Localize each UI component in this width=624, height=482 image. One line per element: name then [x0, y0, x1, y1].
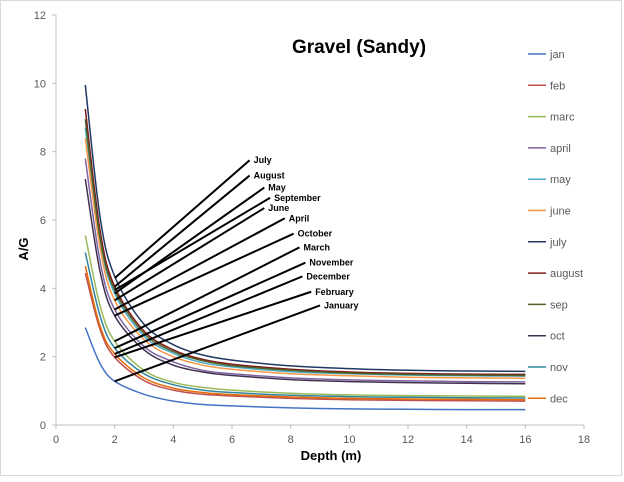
y-tick-label: 0 — [40, 420, 46, 432]
legend-label-marc: marc — [550, 112, 575, 124]
legend-label-april: april — [550, 143, 571, 155]
annotation-label-june: June — [268, 203, 289, 213]
x-tick-label: 10 — [343, 434, 355, 446]
x-tick-label: 16 — [519, 434, 531, 446]
x-tick-label: 4 — [170, 434, 176, 446]
series-line-oct — [84, 178, 526, 385]
annotation-line-october — [114, 232, 295, 317]
x-tick-label: 8 — [288, 434, 294, 446]
legend-label-oct: oct — [550, 331, 565, 343]
series-line-sep — [84, 119, 526, 377]
series-line-nov — [84, 252, 526, 399]
series-line-feb — [84, 272, 526, 402]
x-tick-label: 12 — [402, 434, 414, 446]
legend-label-feb: feb — [550, 80, 565, 92]
annotation-line-january — [114, 304, 321, 383]
series-line-april — [84, 158, 526, 383]
legend-label-sep: sep — [550, 299, 568, 311]
x-tick-label: 18 — [578, 434, 590, 446]
series-line-jan — [84, 327, 526, 411]
annotation-label-september: September — [274, 193, 321, 203]
annotation-line-august — [114, 174, 251, 288]
x-tick-label: 0 — [53, 434, 59, 446]
x-tick-label: 2 — [112, 434, 118, 446]
annotation-line-april — [114, 217, 286, 311]
y-tick-label: 2 — [40, 352, 46, 364]
legend-label-jan: jan — [549, 49, 565, 61]
y-tick-label: 6 — [40, 215, 46, 227]
annotation-label-august: August — [254, 171, 285, 181]
annotation-line-march — [114, 246, 300, 343]
series-lines — [84, 84, 526, 411]
legend-label-august: august — [550, 268, 583, 280]
y-tick-label: 8 — [40, 147, 46, 159]
x-tick-label: 14 — [461, 434, 473, 446]
annotation-label-april: April — [289, 213, 310, 223]
chart-title: Gravel (Sandy) — [292, 37, 426, 58]
annotation-label-october: October — [298, 229, 333, 239]
y-tick-label: 10 — [34, 78, 46, 90]
annotation-label-january: January — [324, 300, 359, 310]
series-line-july — [84, 84, 526, 373]
annotation-label-july: July — [254, 155, 272, 165]
legend: jan feb marc april may june july august sep oct no… — [528, 49, 583, 405]
series-line-august — [84, 108, 526, 376]
y-axis-title: A/G — [16, 237, 31, 260]
annotation-line-july — [114, 159, 251, 279]
legend-label-july: july — [549, 237, 567, 249]
annotation-label-november: November — [309, 258, 354, 268]
y-tick-label: 4 — [40, 283, 46, 295]
series-line-june — [84, 137, 526, 379]
legend-label-nov: nov — [550, 362, 568, 374]
axes: 0 2 4 6 8 10 12 14 16 18 0 2 4 6 8 10 12 — [34, 10, 590, 446]
x-axis-title: Depth (m) — [301, 448, 362, 463]
annotation-line-december — [114, 275, 303, 355]
legend-label-june: june — [549, 206, 571, 218]
annotation-label-december: December — [306, 271, 350, 281]
y-tick-label: 12 — [34, 10, 46, 22]
series-line-marc — [84, 235, 526, 398]
legend-label-dec: dec — [550, 393, 568, 405]
annotation-line-september — [114, 196, 271, 291]
legend-label-may: may — [550, 174, 571, 186]
annotation-label-march: March — [303, 242, 330, 252]
annotation-line-february — [114, 290, 312, 359]
annotation-line-june — [114, 207, 265, 302]
annotation-label-may: May — [268, 183, 286, 193]
series-line-dec — [84, 265, 526, 401]
annotation-label-february: February — [315, 287, 354, 297]
annotation-line-november — [114, 261, 306, 350]
x-tick-label: 6 — [229, 434, 235, 446]
